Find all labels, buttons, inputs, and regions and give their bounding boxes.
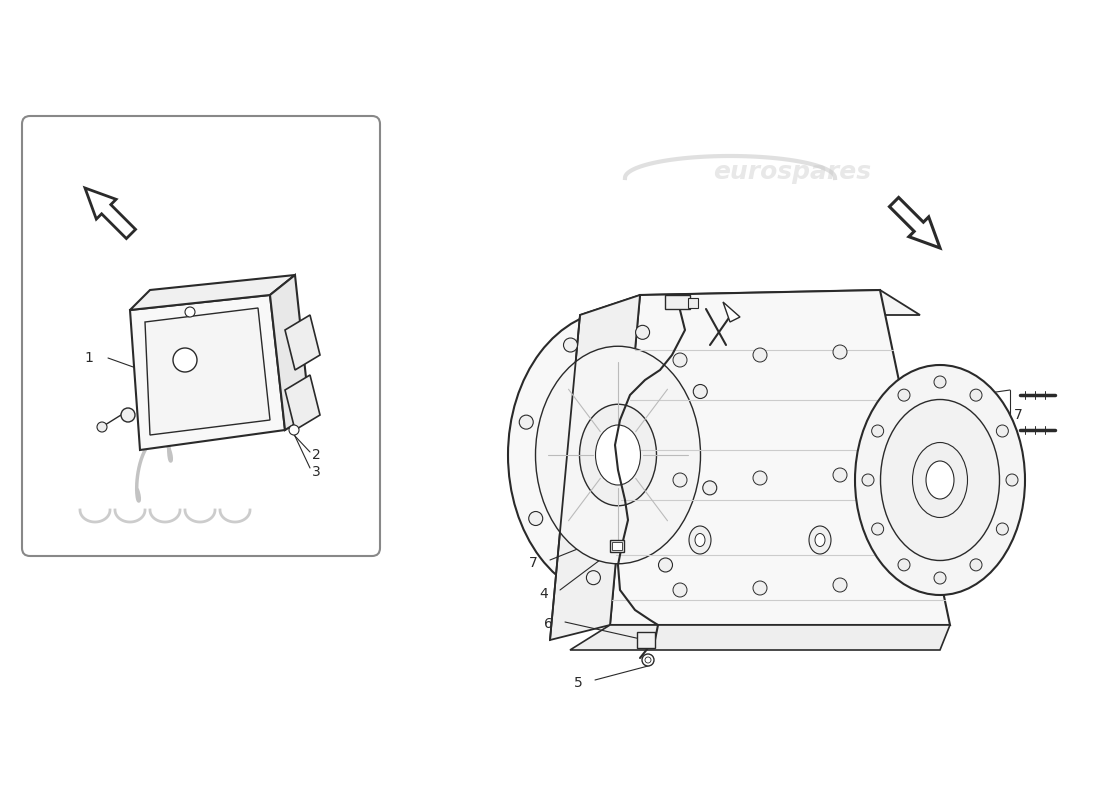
Polygon shape [570,625,950,650]
Circle shape [997,425,1009,437]
Bar [610,540,624,552]
Ellipse shape [508,310,728,600]
Circle shape [898,559,910,571]
Text: 4: 4 [539,587,548,601]
Text: 5: 5 [574,676,583,690]
Circle shape [871,425,883,437]
Polygon shape [145,308,270,435]
Ellipse shape [580,404,657,506]
Circle shape [997,523,1009,535]
Circle shape [97,422,107,432]
Ellipse shape [595,425,640,485]
Ellipse shape [913,442,968,518]
Polygon shape [85,188,135,238]
Polygon shape [550,295,640,640]
Circle shape [898,389,910,401]
Ellipse shape [808,526,830,554]
Circle shape [833,345,847,359]
Ellipse shape [536,346,701,564]
Circle shape [1006,474,1018,486]
Ellipse shape [880,399,1000,561]
Bar [612,542,621,550]
Text: 7: 7 [1014,408,1023,422]
Circle shape [659,558,672,572]
Text: eurospares: eurospares [669,564,827,588]
Circle shape [754,581,767,595]
Ellipse shape [695,534,705,546]
Text: eurospares: eurospares [713,160,871,184]
Text: 7: 7 [529,556,538,570]
Circle shape [529,511,542,526]
Polygon shape [610,290,950,625]
Polygon shape [890,198,940,248]
Ellipse shape [689,526,711,554]
Polygon shape [270,275,310,430]
Circle shape [754,348,767,362]
Circle shape [862,474,874,486]
Circle shape [645,657,651,663]
Circle shape [586,570,601,585]
Circle shape [703,481,717,495]
Ellipse shape [926,461,954,499]
Text: 3: 3 [312,465,321,479]
Circle shape [934,572,946,584]
Circle shape [563,338,578,352]
Circle shape [673,583,688,597]
Text: 1: 1 [84,351,94,365]
Bar [688,298,698,308]
Circle shape [693,385,707,398]
Circle shape [871,523,883,535]
Circle shape [970,389,982,401]
Polygon shape [130,275,295,310]
Circle shape [289,425,299,435]
Circle shape [519,415,534,429]
Circle shape [833,468,847,482]
Bar [666,295,690,309]
Ellipse shape [855,365,1025,595]
Circle shape [121,408,135,422]
Circle shape [642,654,654,666]
Text: eurospares: eurospares [117,320,275,344]
Circle shape [636,326,650,339]
Ellipse shape [815,534,825,546]
Bar [637,632,654,648]
Text: 2: 2 [312,448,321,462]
Polygon shape [285,375,320,430]
Circle shape [754,471,767,485]
Circle shape [673,353,688,367]
Circle shape [970,559,982,571]
Circle shape [934,376,946,388]
Circle shape [673,473,688,487]
Circle shape [173,348,197,372]
Polygon shape [130,295,285,450]
FancyBboxPatch shape [22,116,379,556]
Circle shape [185,307,195,317]
Polygon shape [285,315,320,370]
Polygon shape [580,290,920,315]
Polygon shape [723,302,740,322]
Circle shape [833,578,847,592]
Text: 6: 6 [544,617,553,631]
